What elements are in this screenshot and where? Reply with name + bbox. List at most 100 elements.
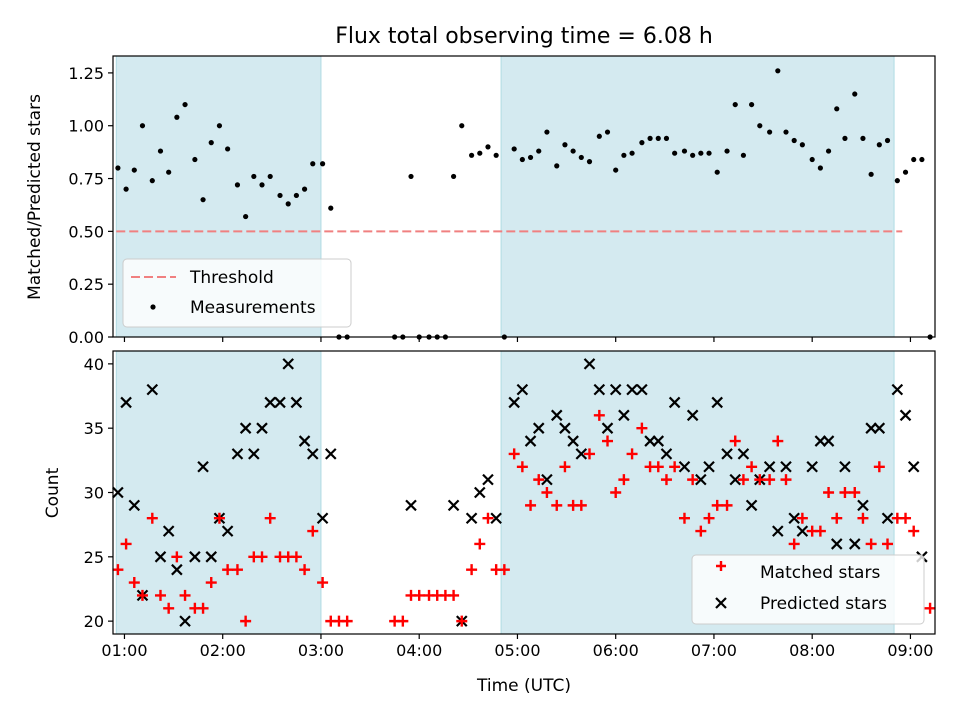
predicted-star-point <box>626 383 638 396</box>
measurement-point <box>131 167 137 173</box>
measurement-point <box>208 140 214 146</box>
predicted-star-point <box>524 435 537 447</box>
matched-star-point <box>882 538 894 550</box>
top-plot-frame <box>112 55 936 338</box>
matched-star-point <box>660 474 672 486</box>
predicted-star-point <box>239 422 252 434</box>
measurement-point <box>578 154 584 161</box>
predicted-star-point <box>298 435 311 447</box>
legend-measurements-label: Measurements <box>190 298 316 318</box>
measurement-point <box>243 213 249 220</box>
matched-star-point <box>618 474 630 486</box>
predicted-star-point <box>316 512 329 525</box>
predicted-star-point <box>231 448 244 460</box>
measurement-point <box>570 148 576 154</box>
measurement-point <box>511 146 517 152</box>
matched-star-point <box>636 422 648 434</box>
bottom-y-tick-label: 35 <box>84 419 104 438</box>
top-y-tick-label: 0.75 <box>68 170 104 189</box>
bottom-y-tick-label: 25 <box>84 548 104 567</box>
measurement-point <box>621 152 627 158</box>
measurement-point <box>277 192 283 199</box>
matched-star-point <box>205 577 217 589</box>
predicted-star-point <box>205 551 218 563</box>
matched-star-point <box>397 615 409 627</box>
matched-star-point <box>154 589 166 601</box>
matched-star-point <box>112 564 124 576</box>
matched-star-point <box>814 525 826 537</box>
predicted-star-point <box>146 383 159 396</box>
matched-star-point <box>136 589 148 601</box>
predicted-star-point <box>575 448 588 460</box>
matched-star-point <box>908 525 920 537</box>
legend-matched-swatch <box>716 561 726 571</box>
matched-star-point <box>721 499 733 511</box>
predicted-star-point <box>474 486 486 499</box>
predicted-star-point <box>899 409 912 422</box>
matched-star-point <box>213 512 225 524</box>
predicted-star-point <box>593 383 606 396</box>
predicted-star-point <box>695 473 707 486</box>
matched-star-point <box>839 487 851 498</box>
matched-star-point <box>849 487 861 498</box>
measurement-point <box>123 186 129 192</box>
predicted-star-point <box>822 435 835 447</box>
matched-star-point <box>626 448 638 460</box>
matched-star-point <box>482 512 494 524</box>
matched-star-point <box>652 461 664 473</box>
x-tick-label: 08:00 <box>789 641 835 660</box>
measurement-point <box>911 156 917 163</box>
measurement-point <box>868 171 874 177</box>
measurement-point <box>799 142 805 148</box>
predicted-star-point <box>721 448 733 460</box>
matched-star-point <box>559 461 571 473</box>
predicted-star-point <box>112 486 124 499</box>
measurement-point <box>139 123 146 129</box>
matched-star-point <box>240 615 252 627</box>
matched-star-point <box>541 487 553 498</box>
measurement-point <box>251 173 257 180</box>
legend-measurements-swatch <box>150 304 156 310</box>
matched-star-point <box>551 499 563 511</box>
predicted-star-point <box>516 383 529 396</box>
x-tick-label: 09:00 <box>887 641 933 660</box>
measurement-point <box>544 129 550 135</box>
legend-threshold-label: Threshold <box>189 268 274 288</box>
predicted-star-point <box>447 499 460 512</box>
measurement-point <box>182 101 188 108</box>
predicted-star-point <box>128 499 141 512</box>
predicted-star-point <box>618 409 630 422</box>
predicted-star-point <box>532 422 545 434</box>
measurement-point <box>706 150 712 156</box>
matched-star-point <box>163 602 175 614</box>
x-tick-label: 07:00 <box>691 641 737 660</box>
predicted-star-point <box>636 383 648 396</box>
measurement-point <box>319 161 326 167</box>
matched-star-point <box>796 512 808 524</box>
bottom-legend-box <box>691 554 925 625</box>
predicted-star-point <box>154 551 167 563</box>
matched-star-point <box>873 461 885 473</box>
measurement-point <box>527 154 534 161</box>
measurement-point <box>884 137 891 144</box>
measurement-point <box>834 106 840 112</box>
measurement-point <box>586 159 593 165</box>
predicted-star-point <box>729 473 742 486</box>
matched-star-point <box>823 487 835 498</box>
top-y-axis-label: Matched/Predicted stars <box>25 94 45 300</box>
matched-star-point <box>498 564 510 576</box>
matched-star-point <box>610 487 622 498</box>
matched-star-point <box>583 448 595 460</box>
matched-star-point <box>171 551 183 563</box>
measurement-point <box>613 167 619 173</box>
measurement-point <box>469 152 475 158</box>
top-y-tick-label: 0.50 <box>68 222 104 241</box>
bottom-observing-window <box>116 351 321 634</box>
matched-star-point <box>264 512 276 524</box>
measurement-point <box>554 163 560 169</box>
matched-star-point <box>703 512 715 524</box>
predicted-star-point <box>221 525 234 537</box>
measurement-point <box>604 129 611 135</box>
measurement-point <box>192 156 198 163</box>
